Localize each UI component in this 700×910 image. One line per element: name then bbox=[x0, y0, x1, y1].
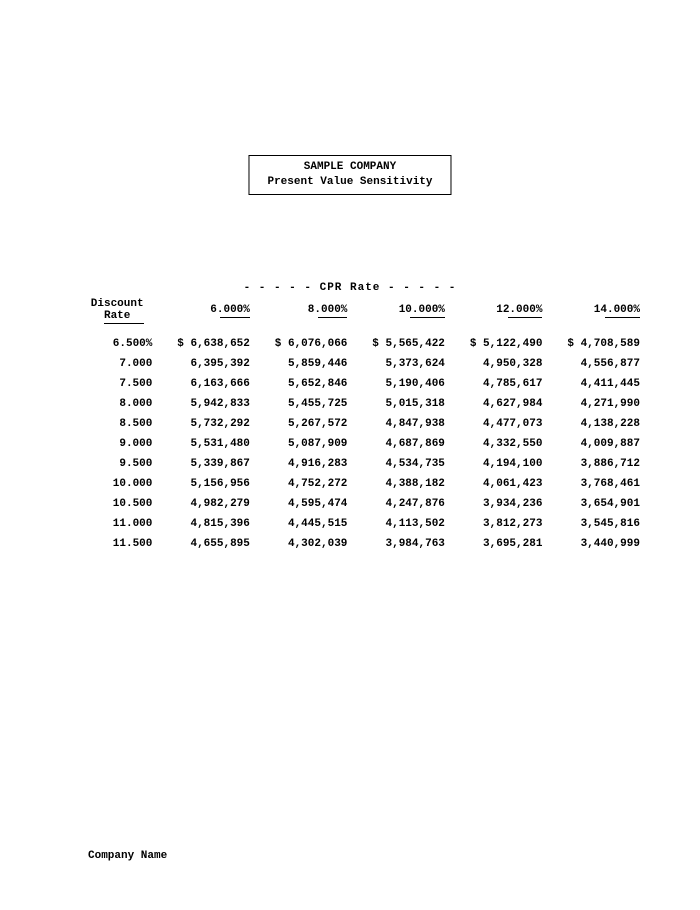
discount-rate-cell: 9.000 bbox=[82, 434, 152, 454]
value-cell: 3,934,236 bbox=[445, 494, 543, 514]
value-cell: 5,942,833 bbox=[152, 394, 250, 414]
table-body: 6.500%$ 6,638,652$ 6,076,066$ 5,565,422$… bbox=[82, 334, 640, 554]
value-cell: 3,545,816 bbox=[542, 514, 640, 534]
value-cell: 6,395,392 bbox=[152, 354, 250, 374]
discount-rate-cell: 10.000 bbox=[82, 474, 152, 494]
document-page: SAMPLE COMPANY Present Value Sensitivity… bbox=[0, 0, 700, 910]
discount-rate-cell: 11.500 bbox=[82, 534, 152, 554]
value-cell: 5,455,725 bbox=[250, 394, 348, 414]
discount-rate-cell: 10.500 bbox=[82, 494, 152, 514]
value-cell: $ 5,122,490 bbox=[445, 334, 543, 354]
value-cell: 4,138,228 bbox=[542, 414, 640, 434]
value-cell: 3,695,281 bbox=[445, 534, 543, 554]
report-subtitle: Present Value Sensitivity bbox=[267, 175, 432, 190]
value-cell: 4,302,039 bbox=[250, 534, 348, 554]
value-cell: $ 6,076,066 bbox=[250, 334, 348, 354]
value-cell: 4,982,279 bbox=[152, 494, 250, 514]
value-cell: 4,950,328 bbox=[445, 354, 543, 374]
value-cell: 4,113,502 bbox=[347, 514, 445, 534]
col-header-4: 14.000% bbox=[542, 298, 640, 324]
sensitivity-table: Discount Rate 6.000% 8.000% 10.000% 12.0… bbox=[82, 298, 640, 554]
value-cell: 5,859,446 bbox=[250, 354, 348, 374]
value-cell: 3,984,763 bbox=[347, 534, 445, 554]
table-row: 7.5006,163,6665,652,8465,190,4064,785,61… bbox=[82, 374, 640, 394]
value-cell: 4,477,073 bbox=[445, 414, 543, 434]
table-row: 11.5004,655,8954,302,0393,984,7633,695,2… bbox=[82, 534, 640, 554]
col-header-2: 10.000% bbox=[347, 298, 445, 324]
value-cell: $ 4,708,589 bbox=[542, 334, 640, 354]
value-cell: 4,445,515 bbox=[250, 514, 348, 534]
value-cell: $ 6,638,652 bbox=[152, 334, 250, 354]
discount-rate-cell: 8.000 bbox=[82, 394, 152, 414]
discount-rate-cell: 11.000 bbox=[82, 514, 152, 534]
value-cell: 5,339,867 bbox=[152, 454, 250, 474]
table-row: 11.0004,815,3964,445,5154,113,5023,812,2… bbox=[82, 514, 640, 534]
value-cell: 4,534,735 bbox=[347, 454, 445, 474]
table-row: 10.0005,156,9564,752,2724,388,1824,061,4… bbox=[82, 474, 640, 494]
value-cell: 4,271,990 bbox=[542, 394, 640, 414]
value-cell: 3,812,273 bbox=[445, 514, 543, 534]
value-cell: 4,627,984 bbox=[445, 394, 543, 414]
table-row: 7.0006,395,3925,859,4465,373,6244,950,32… bbox=[82, 354, 640, 374]
table-row: 9.0005,531,4805,087,9094,687,8694,332,55… bbox=[82, 434, 640, 454]
discount-rate-cell: 9.500 bbox=[82, 454, 152, 474]
col-header-3: 12.000% bbox=[445, 298, 543, 324]
value-cell: 3,440,999 bbox=[542, 534, 640, 554]
value-cell: 5,531,480 bbox=[152, 434, 250, 454]
value-cell: 5,156,956 bbox=[152, 474, 250, 494]
value-cell: 4,785,617 bbox=[445, 374, 543, 394]
value-cell: 4,194,100 bbox=[445, 454, 543, 474]
value-cell: 4,247,876 bbox=[347, 494, 445, 514]
company-title: SAMPLE COMPANY bbox=[267, 160, 432, 175]
sensitivity-table-wrap: Discount Rate 6.000% 8.000% 10.000% 12.0… bbox=[82, 298, 640, 554]
discount-rate-cell: 7.000 bbox=[82, 354, 152, 374]
value-cell: 5,652,846 bbox=[250, 374, 348, 394]
discount-rate-cell: 6.500% bbox=[82, 334, 152, 354]
value-cell: 3,768,461 bbox=[542, 474, 640, 494]
discount-rate-cell: 7.500 bbox=[82, 374, 152, 394]
value-cell: 4,332,550 bbox=[445, 434, 543, 454]
value-cell: 4,556,877 bbox=[542, 354, 640, 374]
value-cell: 4,752,272 bbox=[250, 474, 348, 494]
table-row: 8.5005,732,2925,267,5724,847,9384,477,07… bbox=[82, 414, 640, 434]
value-cell: 4,595,474 bbox=[250, 494, 348, 514]
table-row: 8.0005,942,8335,455,7255,015,3184,627,98… bbox=[82, 394, 640, 414]
value-cell: 5,087,909 bbox=[250, 434, 348, 454]
value-cell: 4,009,887 bbox=[542, 434, 640, 454]
value-cell: 5,015,318 bbox=[347, 394, 445, 414]
value-cell: 4,916,283 bbox=[250, 454, 348, 474]
value-cell: 4,655,895 bbox=[152, 534, 250, 554]
table-row: 10.5004,982,2794,595,4744,247,8763,934,2… bbox=[82, 494, 640, 514]
value-cell: 4,815,396 bbox=[152, 514, 250, 534]
footer-company-name: Company Name bbox=[88, 850, 167, 862]
col-header-discount-rate: Discount Rate bbox=[82, 298, 152, 324]
value-cell: 5,732,292 bbox=[152, 414, 250, 434]
value-cell: 3,886,712 bbox=[542, 454, 640, 474]
table-row: 6.500%$ 6,638,652$ 6,076,066$ 5,565,422$… bbox=[82, 334, 640, 354]
table-head: Discount Rate 6.000% 8.000% 10.000% 12.0… bbox=[82, 298, 640, 334]
title-box: SAMPLE COMPANY Present Value Sensitivity bbox=[248, 155, 451, 195]
value-cell: 4,061,423 bbox=[445, 474, 543, 494]
value-cell: 3,654,901 bbox=[542, 494, 640, 514]
value-cell: 5,267,572 bbox=[250, 414, 348, 434]
discount-rate-cell: 8.500 bbox=[82, 414, 152, 434]
col-header-1: 8.000% bbox=[250, 298, 348, 324]
value-cell: $ 5,565,422 bbox=[347, 334, 445, 354]
value-cell: 5,373,624 bbox=[347, 354, 445, 374]
value-cell: 4,847,938 bbox=[347, 414, 445, 434]
value-cell: 4,388,182 bbox=[347, 474, 445, 494]
value-cell: 4,411,445 bbox=[542, 374, 640, 394]
col-header-0: 6.000% bbox=[152, 298, 250, 324]
value-cell: 6,163,666 bbox=[152, 374, 250, 394]
table-row: 9.5005,339,8674,916,2834,534,7354,194,10… bbox=[82, 454, 640, 474]
cpr-rate-label: - - - - - CPR Rate - - - - - bbox=[244, 282, 457, 294]
value-cell: 5,190,406 bbox=[347, 374, 445, 394]
value-cell: 4,687,869 bbox=[347, 434, 445, 454]
